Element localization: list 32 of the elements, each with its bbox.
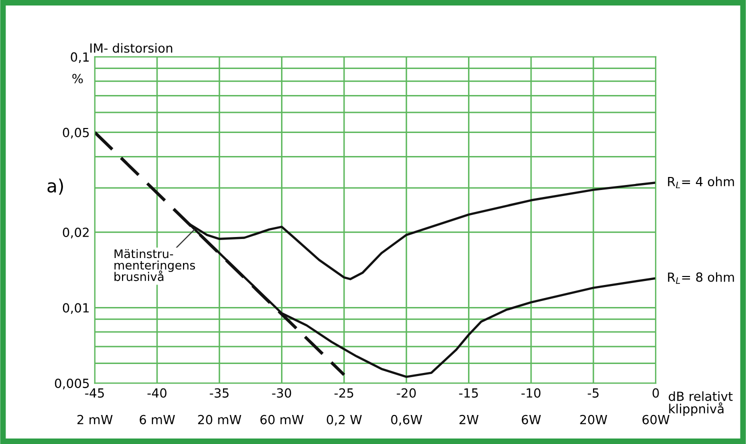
text: a): [48, 178, 63, 195]
x-tick-label: -20: [396, 388, 416, 398]
x-axis-title: dB relativt klippnivå: [668, 391, 733, 416]
x-tick-label: -45: [85, 388, 104, 398]
y-tick-label: 0,1: [70, 52, 89, 64]
text: 20 mW: [198, 414, 242, 424]
text: 60W: [642, 414, 670, 424]
x-tick-label: -15: [459, 388, 478, 398]
x-tick-label: -25: [334, 388, 354, 398]
x-tick-label: -10: [521, 388, 540, 398]
x-tick-label: -30: [272, 388, 292, 398]
text: %: [72, 74, 83, 84]
series-label: R$_{L}$= 4 ohm: [668, 176, 734, 188]
text: 0,6W: [391, 414, 422, 426]
series-label: R$_{L}$= 8 ohm: [668, 272, 734, 284]
text: 6 mW: [140, 414, 175, 424]
annotation: Mätinstru- menteringens brusnivå: [114, 249, 196, 282]
y-tick-label: 0,01: [62, 303, 89, 314]
x-tick-label: -5: [588, 388, 599, 398]
x-tick-label: -35: [210, 388, 229, 398]
y-tick-label: 0,05: [62, 128, 89, 139]
y-axis-title: IM- distorsion: [90, 43, 172, 53]
text: 0,2 W: [326, 414, 362, 426]
text: 2 mW: [77, 414, 113, 424]
text: 2W: [459, 414, 478, 424]
x-tick-label: -40: [147, 388, 166, 398]
text: 20W: [580, 414, 608, 424]
text: 6W: [522, 414, 541, 424]
text: 60 mW: [260, 414, 304, 424]
y-tick-label: 0,02: [62, 228, 89, 238]
y-tick-label: 0,005: [54, 378, 89, 390]
x-tick-label: 0: [652, 388, 659, 398]
